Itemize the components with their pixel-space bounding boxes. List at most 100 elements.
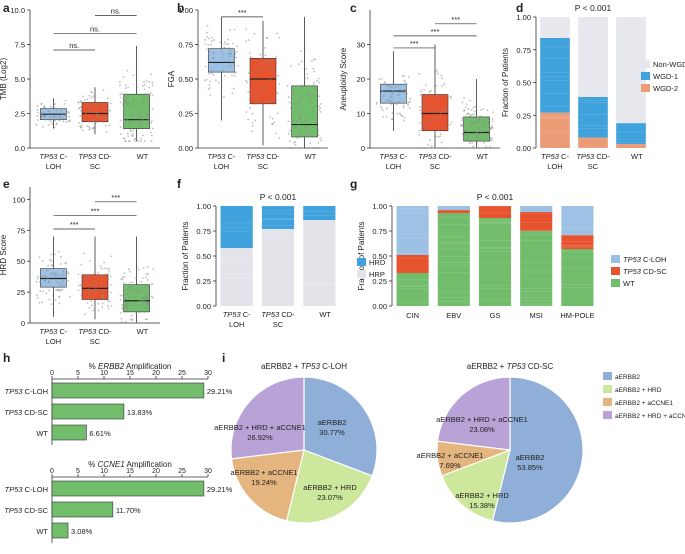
jitter-point (123, 299, 125, 302)
stacked-bar-segment (261, 206, 295, 229)
jitter-point (93, 118, 96, 121)
jitter-point (137, 117, 140, 120)
tick-label-x: WT (137, 327, 149, 336)
jitter-point (443, 83, 446, 85)
jitter-point (124, 87, 127, 90)
jitter-point (108, 300, 111, 303)
tick-label-x: SC (90, 337, 101, 346)
jitter-point (466, 117, 468, 120)
jitter-point (379, 95, 382, 98)
jitter-point (375, 101, 378, 104)
jitter-point (450, 121, 453, 124)
jitter-point (140, 138, 143, 140)
jitter-point (272, 98, 275, 101)
jitter-point (306, 73, 308, 76)
jitter-point (250, 71, 253, 74)
tick-label-normal: CD- (98, 152, 112, 161)
jitter-point (277, 74, 280, 77)
jitter-point (232, 42, 234, 45)
jitter-point (425, 96, 428, 98)
jitter-point (41, 290, 44, 293)
jitter-point (125, 283, 128, 286)
jitter-point (146, 318, 148, 321)
jitter-point (295, 120, 298, 123)
jitter-point (105, 124, 107, 127)
jitter-point (427, 143, 429, 146)
jitter-point (89, 259, 91, 262)
jitter-point (461, 147, 464, 149)
jitter-point (386, 99, 389, 101)
jitter-point (485, 123, 488, 126)
jitter-point (207, 43, 210, 46)
jitter-point (255, 101, 258, 104)
jitter-point (204, 65, 207, 68)
legend-d-label: WGD-2 (653, 84, 678, 93)
jitter-point (465, 134, 468, 137)
jitter-point (55, 122, 58, 125)
stacked-bar-segment (520, 206, 553, 212)
jitter-point (470, 123, 473, 125)
jitter-point (109, 109, 111, 112)
pie-slice-name: aERBB2 (318, 418, 347, 427)
jitter-point (298, 99, 300, 102)
jitter-point (422, 103, 424, 106)
tick-label-x: SC (90, 162, 101, 171)
hbar (51, 424, 87, 441)
jitter-point (491, 120, 494, 123)
jitter-point (403, 116, 406, 119)
jitter-point (399, 112, 401, 115)
jitter-point (90, 300, 93, 302)
jitter-point (487, 118, 489, 121)
jitter-point (245, 79, 248, 82)
jitter-point (109, 275, 112, 278)
jitter-point (123, 105, 126, 108)
jitter-point (310, 95, 313, 98)
jitter-point (36, 111, 39, 114)
jitter-point (297, 63, 300, 66)
jitter-point (391, 112, 394, 114)
jitter-point (79, 114, 82, 117)
jitter-point (47, 264, 50, 267)
jitter-point (300, 50, 303, 53)
jitter-point (396, 94, 399, 96)
jitter-point (127, 86, 129, 89)
jitter-point (409, 97, 411, 100)
jitter-point (468, 121, 471, 124)
jitter-point (278, 82, 281, 85)
jitter-point (429, 139, 431, 142)
jitter-point (82, 285, 85, 288)
jitter-point (80, 284, 83, 287)
jitter-point (91, 284, 94, 287)
jitter-point (488, 130, 491, 133)
tick-label-y: 0.25 (372, 277, 387, 286)
jitter-point (144, 318, 147, 321)
jitter-point (123, 283, 126, 286)
tick-label-x: TP53 C- (223, 310, 251, 319)
jitter-point (295, 104, 298, 106)
jitter-point (91, 289, 94, 292)
jitter-point (140, 116, 143, 119)
jitter-point (447, 96, 450, 98)
jitter-point (311, 94, 314, 96)
tick-label-x: TP53 CD- (418, 152, 452, 161)
jitter-point (80, 109, 82, 112)
jitter-point (93, 129, 96, 132)
jitter-point (57, 115, 60, 117)
jitter-point (139, 123, 142, 125)
jitter-point (289, 129, 292, 132)
jitter-point (306, 76, 309, 79)
jitter-point (108, 270, 110, 272)
jitter-point (295, 101, 298, 104)
jitter-point (247, 118, 250, 121)
jitter-point (264, 63, 267, 65)
jitter-point (382, 95, 385, 97)
jitter-point (405, 83, 408, 85)
jitter-point (138, 299, 140, 302)
jitter-point (381, 109, 384, 112)
jitter-point (440, 141, 443, 144)
jitter-point (123, 293, 126, 295)
panel-letter-f: f (177, 177, 182, 191)
stacked-bar-segment (561, 249, 594, 306)
jitter-point (315, 121, 318, 124)
jitter-point (383, 82, 386, 85)
